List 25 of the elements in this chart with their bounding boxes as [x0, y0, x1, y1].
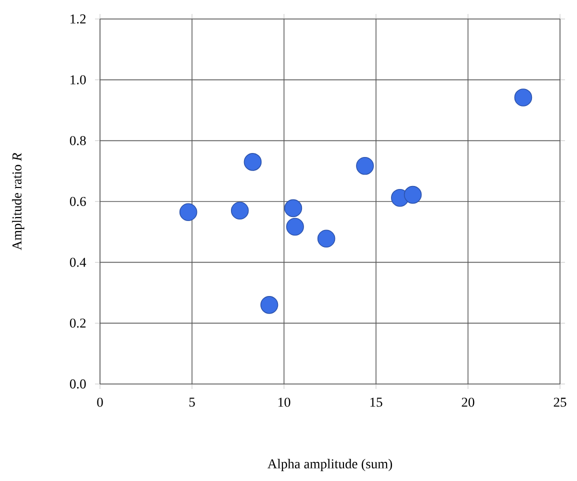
point — [284, 199, 302, 218]
x-tick-label: 0 — [97, 398, 103, 407]
y-axis-title: Amplitude ratio R — [12, 152, 24, 250]
point — [404, 186, 422, 204]
y-tick-label: 0.2 — [70, 318, 86, 328]
point — [244, 153, 262, 171]
y-tick-label: 0.6 — [70, 196, 86, 206]
y-tick-label: 0.4 — [70, 258, 86, 267]
point — [286, 218, 304, 236]
y-tick-label: 1.0 — [70, 75, 86, 84]
point — [317, 230, 336, 248]
point — [514, 88, 532, 106]
x-axis-title: Alpha amplitude (sum) — [268, 458, 392, 472]
x-tick-label: 5 — [189, 398, 195, 407]
point — [260, 296, 278, 314]
y-tick-label: 0.8 — [70, 136, 86, 146]
y-tick-label: 0.0 — [70, 379, 86, 389]
x-tick-label: 20 — [462, 398, 474, 407]
y-tick-label: 1.2 — [70, 14, 86, 24]
x-tick-label: 15 — [370, 398, 382, 407]
x-tick-label: 25 — [554, 398, 566, 407]
x-tick-label: 10 — [278, 398, 290, 407]
point — [356, 157, 374, 175]
point — [179, 203, 198, 222]
point — [230, 202, 249, 220]
